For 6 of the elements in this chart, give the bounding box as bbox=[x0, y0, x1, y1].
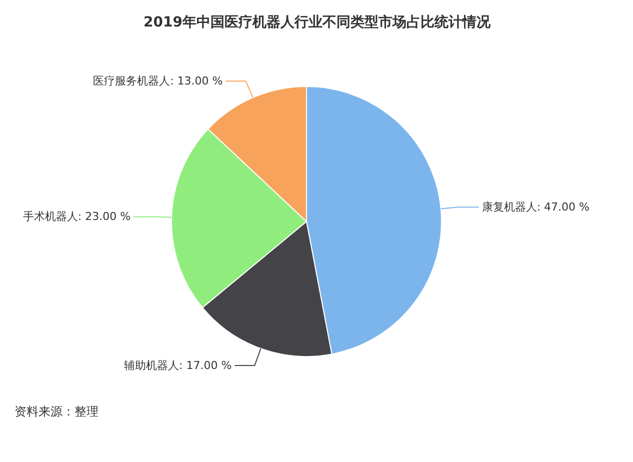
slice-label: 医疗服务机器人: 13.00 % bbox=[93, 74, 223, 88]
slice-label: 手术机器人: 23.00 % bbox=[22, 210, 131, 224]
slice-label: 辅助机器人: 17.00 % bbox=[124, 358, 232, 372]
slice-label: 康复机器人: 47.00 % bbox=[482, 200, 590, 214]
text: 资料来源：整理 bbox=[14, 404, 98, 418]
chart-title: 2019年中国医疗机器人行业不同类型市场占比统计情况 bbox=[144, 14, 492, 30]
